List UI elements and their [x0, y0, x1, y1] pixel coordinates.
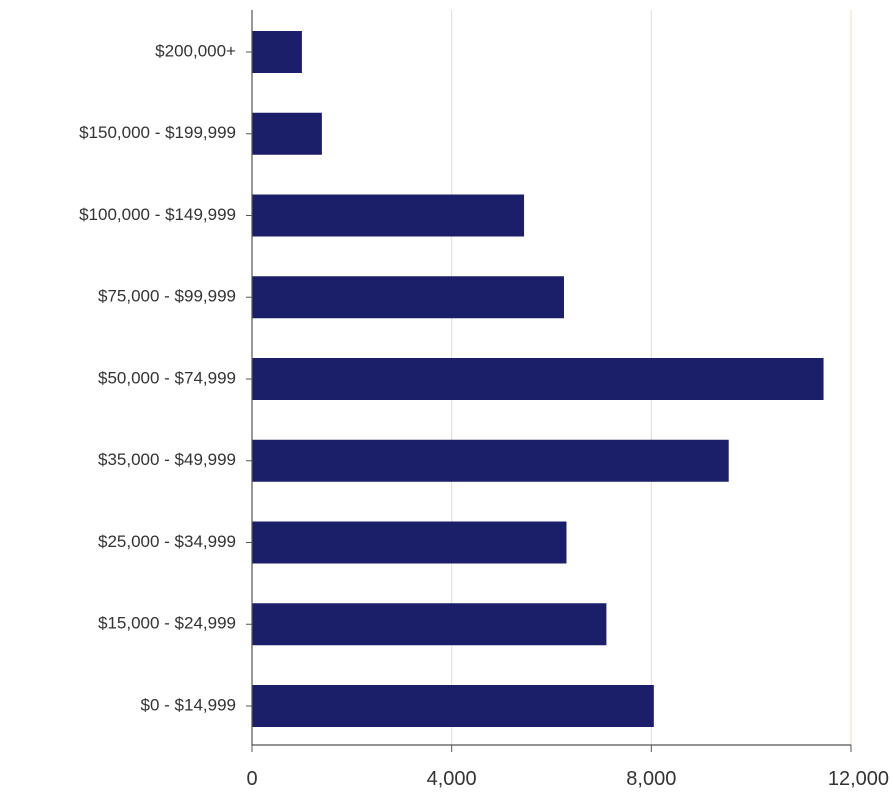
axes	[246, 10, 852, 752]
bar-2	[252, 194, 525, 237]
category-label-2: $100,000 - $149,999	[79, 205, 236, 224]
labels: $200,000+ $150,000 - $199,999 $100,000 - $…	[79, 41, 889, 790]
bar-6	[252, 521, 567, 564]
category-label-5: $35,000 - $49,999	[98, 450, 236, 469]
bars	[252, 31, 824, 727]
bar-0	[252, 31, 302, 73]
x-tick-label-3: 12,000	[828, 768, 889, 790]
category-label-1: $150,000 - $199,999	[79, 123, 236, 142]
bar-1	[252, 112, 322, 155]
category-label-7: $15,000 - $24,999	[98, 614, 236, 633]
x-tick-label-2: 8,000	[626, 768, 676, 790]
bar-3	[252, 276, 564, 319]
category-label-4: $50,000 - $74,999	[98, 368, 236, 387]
category-label-8: $0 - $14,999	[141, 695, 236, 714]
category-label-0: $200,000+	[155, 41, 236, 60]
bar-5	[252, 439, 729, 482]
x-tick-label-0: 0	[246, 768, 257, 790]
category-label-6: $25,000 - $34,999	[98, 532, 236, 551]
category-label-3: $75,000 - $99,999	[98, 287, 236, 306]
x-tick-label-1: 4,000	[427, 768, 477, 790]
bar-4	[252, 358, 824, 400]
bar-7	[252, 603, 607, 646]
bar-8	[252, 685, 654, 727]
